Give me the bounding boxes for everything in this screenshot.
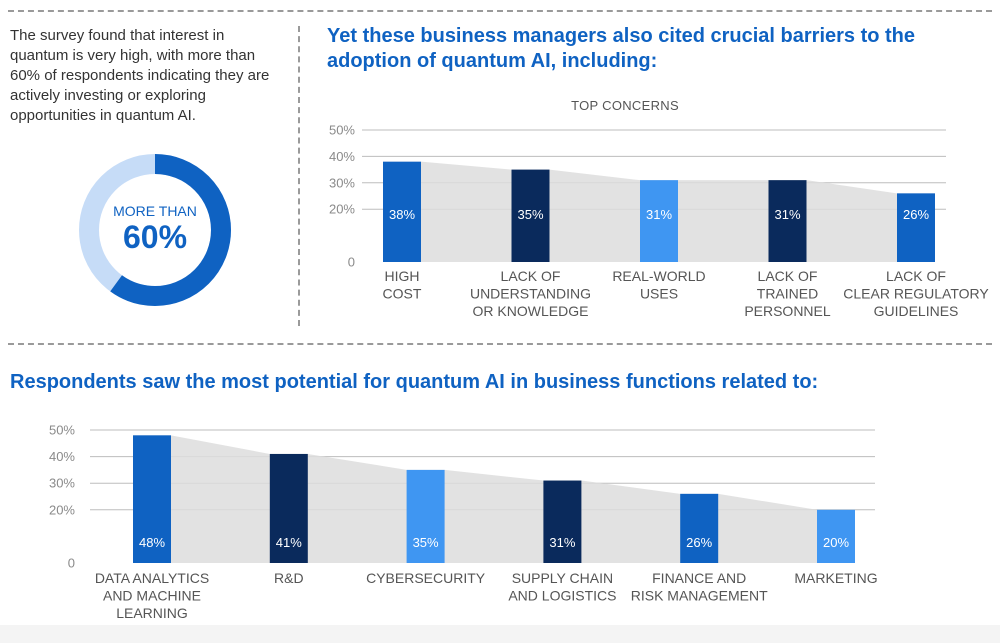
donut-label: MORE THAN: [113, 203, 197, 219]
bar-value-label: 35%: [413, 535, 439, 550]
category-label: RISK MANAGEMENT: [631, 588, 768, 604]
bar-value-label: 38%: [389, 207, 415, 222]
bar-value-label: 26%: [903, 207, 929, 222]
y-tick-label: 30%: [329, 175, 355, 190]
category-label: MARKETING: [794, 570, 877, 586]
trend-shape: [133, 435, 855, 563]
bar: [406, 469, 445, 563]
bar: [817, 509, 855, 563]
y-tick-label: 40%: [49, 449, 75, 464]
bar-value-label: 31%: [549, 535, 575, 550]
category-label: LEARNING: [116, 605, 188, 621]
bar: [543, 480, 582, 563]
y-tick-label: 20%: [49, 502, 75, 517]
category-label: GUIDELINES: [874, 303, 959, 319]
potential-heading: Respondents saw the most potential for q…: [10, 371, 819, 393]
top-dashed-divider: [8, 10, 992, 12]
donut-arc: [79, 154, 231, 306]
bar-value-label: 20%: [823, 535, 849, 550]
middle-dashed-divider: [8, 343, 992, 345]
bar-value-label: 41%: [276, 535, 302, 550]
category-label: COST: [383, 286, 422, 302]
category-label: R&D: [274, 570, 304, 586]
bottom-band: [0, 625, 1000, 643]
bar: [383, 161, 421, 262]
donut-value: 60%: [122, 219, 188, 255]
category-label: LACK OF: [886, 268, 946, 284]
category-label: TRAINED: [757, 286, 818, 302]
category-label: LACK OF: [758, 268, 818, 284]
donut-center: MORE THAN 60%: [78, 153, 232, 307]
category-label: SUPPLY CHAIN: [512, 570, 613, 586]
category-label: AND LOGISTICS: [508, 588, 616, 604]
category-label: PERSONNEL: [744, 303, 831, 319]
category-label: CLEAR REGULATORY: [843, 286, 989, 302]
y-tick-label: 40%: [329, 149, 355, 164]
y-tick-label: 0: [348, 255, 355, 270]
category-label: HIGH: [385, 268, 420, 284]
chart1-title: TOP CONCERNS: [571, 98, 679, 113]
category-label: FINANCE AND: [652, 570, 746, 586]
category-label: OR KNOWLEDGE: [473, 303, 589, 319]
y-tick-label: 50%: [329, 123, 355, 138]
bar-value-label: 31%: [774, 207, 800, 222]
trend-shape: [383, 161, 935, 262]
bar: [640, 180, 678, 262]
y-tick-label: 50%: [49, 423, 75, 438]
category-label: AND MACHINE: [103, 588, 201, 604]
category-label: DATA ANALYTICS: [95, 570, 209, 586]
bar: [680, 493, 719, 563]
bar-value-label: 31%: [646, 207, 672, 222]
y-tick-label: 0: [68, 556, 75, 571]
bar-value-label: 35%: [517, 207, 543, 222]
intro-text: The survey found that interest in quantu…: [10, 27, 270, 124]
y-tick-label: 20%: [329, 202, 355, 217]
donut-svg: [79, 154, 231, 306]
y-tick-label: 30%: [49, 476, 75, 491]
barriers-heading: Yet these business managers also cited c…: [327, 25, 916, 72]
bar: [897, 193, 935, 262]
bar: [269, 453, 308, 563]
category-label: LACK OF: [501, 268, 561, 284]
bar: [511, 169, 550, 262]
category-label: USES: [640, 286, 678, 302]
bar-value-label: 26%: [686, 535, 712, 550]
category-label: CYBERSECURITY: [366, 570, 486, 586]
vertical-dashed-divider: [298, 26, 300, 326]
category-label: REAL-WORLD: [612, 268, 705, 284]
bar-value-label: 48%: [139, 535, 165, 550]
category-label: UNDERSTANDING: [470, 286, 591, 302]
bar: [768, 180, 807, 262]
bar: [133, 435, 171, 563]
donut-chart: MORE THAN 60%: [78, 153, 232, 307]
